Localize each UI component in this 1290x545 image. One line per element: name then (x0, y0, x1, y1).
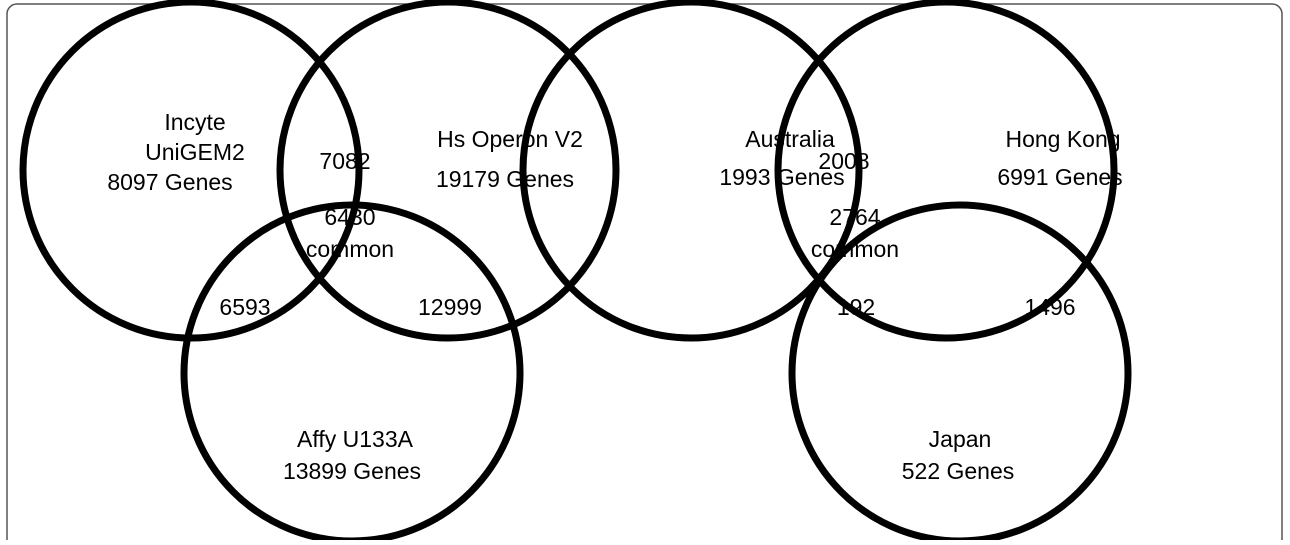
set-label: Japan (929, 426, 992, 452)
venn-right: Australia 1993 Genes Hong Kong 6991 Gene… (519, 0, 1132, 545)
set-label: Hs Operon V2 (437, 126, 583, 152)
frame (6, 3, 1283, 545)
set-label: Affy U133A (297, 426, 414, 452)
venn-left: Incyte UniGEM2 8097 Genes Hs Operon V2 1… (19, 0, 620, 545)
region-count: 6593 (219, 294, 270, 320)
set-label: Hong Kong (1005, 126, 1120, 152)
set-count: 522 Genes (902, 458, 1015, 484)
set-circle (276, 0, 620, 342)
set-circle (788, 201, 1132, 545)
set-count: 8097 Genes (107, 169, 232, 195)
set-label: Australia (745, 126, 835, 152)
set-label: Incyte (164, 109, 225, 135)
set-circle (774, 0, 1118, 342)
set-count: 13899 Genes (283, 458, 421, 484)
set-circle (519, 0, 863, 342)
set-count: 19179 Genes (436, 166, 574, 192)
set-count: 6991 Genes (997, 164, 1122, 190)
set-label: UniGEM2 (145, 139, 245, 165)
region-count: 12999 (418, 294, 482, 320)
region-count: 7082 (319, 148, 370, 174)
common-label: common (306, 236, 394, 262)
